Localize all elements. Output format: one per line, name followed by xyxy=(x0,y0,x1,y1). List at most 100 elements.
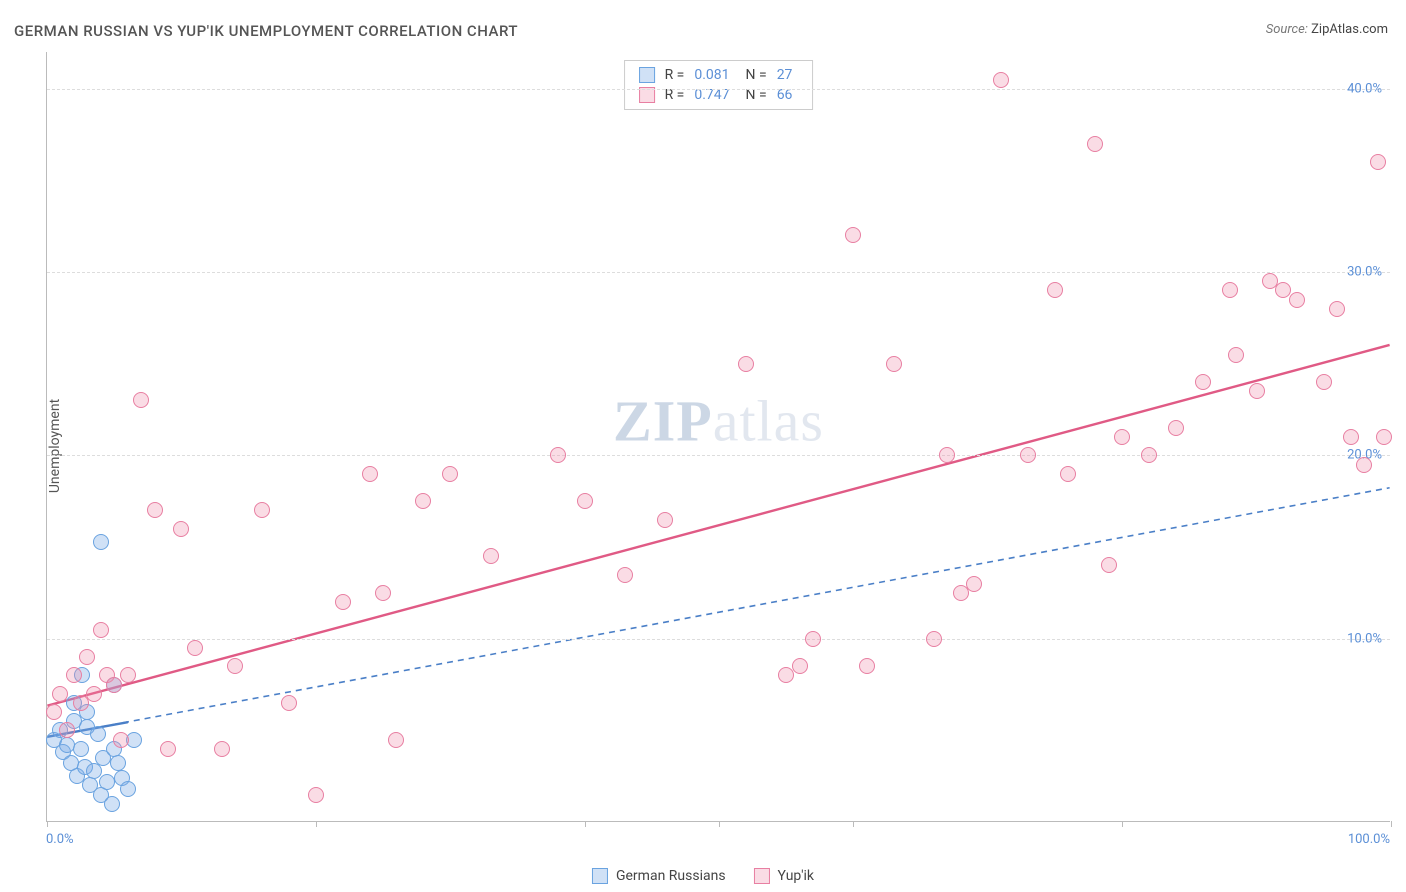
x-tick xyxy=(316,821,317,827)
x-tick xyxy=(585,821,586,827)
swatch-series-1 xyxy=(592,868,608,884)
data-point xyxy=(73,741,89,757)
plot-area: ZIPatlas R = 0.081 N = 27 R = 0.747 N = … xyxy=(46,52,1390,822)
data-point xyxy=(113,732,129,748)
data-point xyxy=(110,755,126,771)
data-point xyxy=(93,534,109,550)
data-point xyxy=(550,447,566,463)
source-label: Source: xyxy=(1266,22,1308,37)
data-point xyxy=(1195,374,1211,390)
stats-row-series-1: R = 0.081 N = 27 xyxy=(625,65,813,85)
watermark-rest: atlas xyxy=(713,389,824,454)
data-point xyxy=(59,722,75,738)
data-point xyxy=(90,726,106,742)
data-point xyxy=(1101,557,1117,573)
r-value-1: 0.081 xyxy=(694,67,729,83)
data-point xyxy=(281,695,297,711)
data-point xyxy=(227,658,243,674)
data-point xyxy=(577,493,593,509)
chart-title: GERMAN RUSSIAN VS YUP'IK UNEMPLOYMENT CO… xyxy=(14,22,518,40)
data-point xyxy=(805,631,821,647)
data-point xyxy=(104,796,120,812)
swatch-series-1 xyxy=(639,67,655,83)
y-tick-label: 40.0% xyxy=(1347,81,1382,96)
x-tick xyxy=(853,821,854,827)
data-point xyxy=(254,502,270,518)
data-point xyxy=(86,686,102,702)
data-point xyxy=(375,585,391,601)
x-tick xyxy=(719,821,720,827)
x-tick-label: 0.0% xyxy=(46,832,74,847)
chart-container: GERMAN RUSSIAN VS YUP'IK UNEMPLOYMENT CO… xyxy=(0,0,1406,892)
data-point xyxy=(187,640,203,656)
data-point xyxy=(214,741,230,757)
n-value-1: 27 xyxy=(777,67,793,83)
data-point xyxy=(738,356,754,372)
data-point xyxy=(859,658,875,674)
data-point xyxy=(792,658,808,674)
source-attribution: Source: ZipAtlas.com xyxy=(1266,22,1388,37)
data-point xyxy=(66,667,82,683)
x-tick xyxy=(1122,821,1123,827)
watermark: ZIPatlas xyxy=(613,388,824,455)
data-point xyxy=(1020,447,1036,463)
data-point xyxy=(160,741,176,757)
data-point xyxy=(966,576,982,592)
data-point xyxy=(1222,282,1238,298)
x-tick xyxy=(47,821,48,827)
data-point xyxy=(1047,282,1063,298)
data-point xyxy=(617,567,633,583)
r-label: R = xyxy=(665,67,685,83)
legend-label-2: Yup'ik xyxy=(778,868,814,884)
data-point xyxy=(120,781,136,797)
gridline-h xyxy=(47,639,1390,640)
data-point xyxy=(1316,374,1332,390)
data-point xyxy=(93,622,109,638)
x-tick xyxy=(1391,821,1392,827)
data-point xyxy=(147,502,163,518)
gridline-h xyxy=(47,272,1390,273)
data-point xyxy=(1289,292,1305,308)
data-point xyxy=(173,521,189,537)
data-point xyxy=(362,466,378,482)
data-point xyxy=(52,686,68,702)
data-point xyxy=(1356,457,1372,473)
data-point xyxy=(308,787,324,803)
data-point xyxy=(1329,301,1345,317)
data-point xyxy=(939,447,955,463)
x-tick-label: 100.0% xyxy=(1348,832,1390,847)
trend-line xyxy=(47,345,1389,706)
data-point xyxy=(1114,429,1130,445)
data-point xyxy=(886,356,902,372)
legend-item-1: German Russians xyxy=(592,868,726,884)
data-point xyxy=(442,466,458,482)
y-tick-label: 30.0% xyxy=(1347,265,1382,280)
data-point xyxy=(1228,347,1244,363)
source-value: ZipAtlas.com xyxy=(1311,22,1388,37)
data-point xyxy=(79,649,95,665)
watermark-bold: ZIP xyxy=(613,389,713,454)
data-point xyxy=(1370,154,1386,170)
data-point xyxy=(133,392,149,408)
swatch-series-2 xyxy=(754,868,770,884)
gridline-h xyxy=(47,455,1390,456)
data-point xyxy=(388,732,404,748)
gridline-h xyxy=(47,89,1390,90)
data-point xyxy=(1168,420,1184,436)
data-point xyxy=(1343,429,1359,445)
data-point xyxy=(483,548,499,564)
data-point xyxy=(415,493,431,509)
stats-legend-box: R = 0.081 N = 27 R = 0.747 N = 66 xyxy=(624,60,814,110)
bottom-legend: German Russians Yup'ik xyxy=(592,868,814,884)
legend-item-2: Yup'ik xyxy=(754,868,814,884)
data-point xyxy=(335,594,351,610)
y-tick-label: 10.0% xyxy=(1347,631,1382,646)
legend-label-1: German Russians xyxy=(616,868,726,884)
data-point xyxy=(1249,383,1265,399)
data-point xyxy=(99,774,115,790)
n-label: N = xyxy=(746,67,767,83)
data-point xyxy=(1060,466,1076,482)
data-point xyxy=(926,631,942,647)
data-point xyxy=(845,227,861,243)
trend-line xyxy=(47,488,1389,737)
